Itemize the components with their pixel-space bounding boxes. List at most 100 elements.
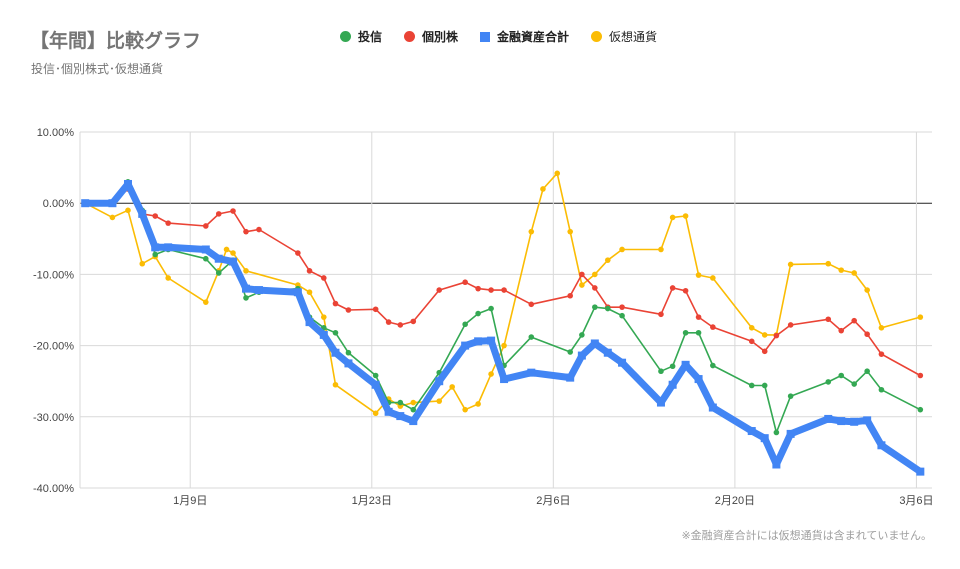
data-point-toushin xyxy=(345,349,352,356)
data-point-kobetsu xyxy=(619,304,625,310)
data-point-toushin xyxy=(878,386,885,393)
data-point-kinyu xyxy=(435,377,444,386)
data-point-kobetsu xyxy=(488,287,494,293)
data-point-kasou xyxy=(658,246,664,253)
y-tick-label: -20.00% xyxy=(33,341,74,353)
data-point-kobetsu xyxy=(295,250,301,256)
data-point-kinyu xyxy=(461,341,470,350)
data-point-kasou xyxy=(710,275,716,281)
legend: 投信 個別株 金融資産合計 仮想通貨 xyxy=(340,28,657,45)
data-point-kobetsu xyxy=(256,226,262,233)
data-point-kasou xyxy=(878,325,885,331)
data-point-kasou xyxy=(695,272,702,278)
data-point-toushin xyxy=(864,368,870,375)
data-point-kinyu xyxy=(293,288,302,297)
x-tick-label: 2月6日 xyxy=(536,495,570,507)
data-point-kinyu xyxy=(656,398,665,407)
series-line-kinyu xyxy=(81,180,924,476)
data-point-toushin xyxy=(825,379,832,385)
data-point-kasou xyxy=(320,314,327,320)
data-point-kasou xyxy=(761,332,768,338)
data-point-kasou xyxy=(202,299,209,305)
legend-label-toushin: 投信 xyxy=(358,30,383,44)
data-point-toushin xyxy=(475,310,481,317)
data-point-kobetsu xyxy=(773,332,780,339)
data-point-toushin xyxy=(397,399,404,406)
data-point-kinyu xyxy=(681,360,690,369)
data-point-kobetsu xyxy=(410,318,417,325)
data-point-toushin xyxy=(528,334,535,340)
data-point-kasou xyxy=(488,371,494,377)
data-point-kobetsu xyxy=(838,327,845,334)
data-point-kasou xyxy=(864,287,870,293)
data-point-kinyu xyxy=(319,330,328,339)
legend-item-kobetsu: 個別株 xyxy=(404,28,458,45)
data-point-toushin xyxy=(579,332,585,338)
data-point-kobetsu xyxy=(710,324,716,330)
data-point-kobetsu xyxy=(332,300,339,307)
legend-swatch-kasou xyxy=(591,31,603,42)
data-point-kinyu xyxy=(863,416,872,425)
y-tick-label: 0.00% xyxy=(43,198,74,210)
data-point-kinyu xyxy=(201,245,210,254)
data-point-kobetsu xyxy=(864,331,870,338)
data-point-kinyu xyxy=(747,427,756,436)
y-tick-label: 10.00% xyxy=(37,127,75,139)
data-point-kinyu xyxy=(577,351,586,360)
data-point-kinyu xyxy=(254,286,263,295)
data-point-kobetsu xyxy=(592,285,598,291)
data-point-kasou xyxy=(604,257,611,263)
data-point-kasou xyxy=(579,282,585,288)
data-point-kasou xyxy=(851,270,857,276)
data-point-kinyu xyxy=(384,407,393,416)
data-point-kobetsu xyxy=(215,211,222,217)
data-point-kasou xyxy=(748,325,755,331)
data-point-toushin xyxy=(658,368,664,375)
data-point-kobetsu xyxy=(682,287,689,294)
data-point-kinyu xyxy=(566,373,575,382)
data-point-kobetsu xyxy=(397,322,404,328)
data-point-kinyu xyxy=(786,429,795,438)
data-point-kinyu xyxy=(305,318,314,327)
data-point-toushin xyxy=(462,321,468,328)
data-point-toushin xyxy=(851,381,857,387)
data-point-kobetsu xyxy=(152,213,159,219)
data-point-toushin xyxy=(567,349,573,355)
legend-label-kobetsu: 個別株 xyxy=(422,30,459,44)
data-point-kasou xyxy=(410,399,417,406)
data-point-kasou xyxy=(475,401,481,407)
data-point-kobetsu xyxy=(385,319,392,325)
series-lines xyxy=(81,170,925,476)
data-point-kinyu xyxy=(229,257,238,266)
x-tick-label: 1月9日 xyxy=(173,495,207,507)
data-point-kinyu xyxy=(850,417,859,426)
legend-item-toushin: 投信 xyxy=(340,28,382,45)
data-point-toushin xyxy=(332,329,339,336)
series-toushin xyxy=(82,179,924,436)
data-point-kobetsu xyxy=(372,306,379,313)
data-point-kobetsu xyxy=(851,317,857,324)
data-point-kinyu xyxy=(760,434,769,443)
data-point-kobetsu xyxy=(825,316,832,323)
series-kinyu xyxy=(81,179,925,476)
data-point-kasou xyxy=(109,214,116,221)
data-point-kasou xyxy=(449,384,455,390)
data-point-kobetsu xyxy=(669,285,676,291)
data-point-kinyu xyxy=(396,412,405,421)
data-point-kasou xyxy=(332,381,339,388)
legend-swatch-kinyu xyxy=(480,31,491,42)
data-point-kinyu xyxy=(151,243,160,252)
data-point-kobetsu xyxy=(306,268,313,274)
data-point-kasou xyxy=(540,186,546,192)
y-tick-label: -40.00% xyxy=(33,483,74,495)
data-point-kasou xyxy=(554,170,561,177)
data-point-kasou xyxy=(306,289,313,296)
data-point-kobetsu xyxy=(579,271,585,278)
data-point-kobetsu xyxy=(695,314,702,320)
data-point-kasou xyxy=(825,260,832,267)
data-point-toushin xyxy=(787,393,794,399)
legend-label-kasou: 仮想通貨 xyxy=(609,30,658,44)
data-point-kobetsu xyxy=(528,301,535,308)
data-point-kobetsu xyxy=(501,287,507,293)
data-point-kinyu xyxy=(772,460,781,469)
